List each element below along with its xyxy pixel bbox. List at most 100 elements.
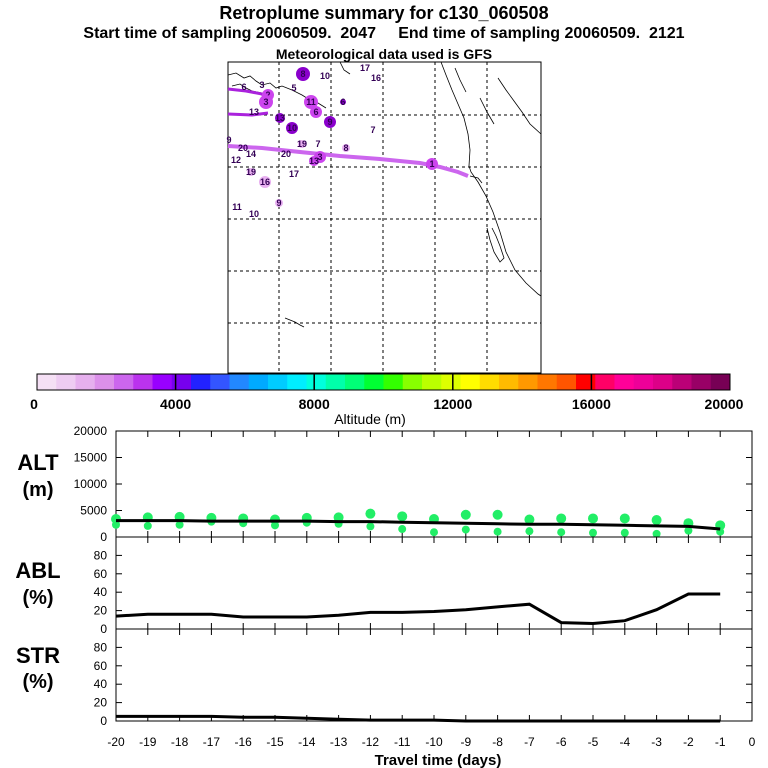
- alt-point-low: [271, 521, 279, 530]
- sampling-times: Start time of sampling 20060509. 2047 En…: [83, 25, 685, 42]
- series-line-abl: [115, 592, 721, 626]
- map-marker: [426, 158, 438, 170]
- map-marker-label: 19: [246, 167, 256, 177]
- x-tick-label: -14: [298, 735, 316, 749]
- map-marker-label: 20: [238, 143, 248, 153]
- colorbar-tick-label: 16000: [572, 396, 611, 412]
- y-tick-label: 15000: [74, 451, 108, 465]
- map-marker: [324, 116, 336, 128]
- trajectory-path-mid: [227, 111, 269, 117]
- x-tick-label: -10: [425, 735, 443, 749]
- colorbar-swatch: [595, 374, 615, 390]
- y-tick-label: 10000: [74, 477, 108, 491]
- alt-point-high: [397, 511, 408, 522]
- map-marker: [310, 106, 322, 118]
- alt-point-low: [525, 527, 534, 536]
- map-marker: [259, 176, 271, 188]
- map-marker-label: 10: [320, 71, 330, 81]
- colorbar-tick-label: 0: [30, 396, 38, 412]
- alt-point-low: [430, 528, 438, 537]
- map-marker: [275, 199, 283, 207]
- colorbar-swatch: [441, 374, 461, 390]
- altitude-colorbar: 0 4000 8000 12000 16000 20000: [30, 373, 744, 412]
- colorbar-swatch: [306, 374, 327, 390]
- map-marker: [275, 113, 285, 123]
- panel-abl: 0 20 40 60 80 ABL (%): [15, 536, 753, 636]
- map-marker-label: 13: [309, 156, 319, 166]
- colorbar-tick-label: 8000: [299, 396, 330, 412]
- map-gridlines: [228, 62, 541, 373]
- map-marker-label: 3: [263, 97, 268, 107]
- map-marker-label: 6: [340, 97, 345, 107]
- colorbar-swatch: [672, 374, 692, 390]
- colorbar-swatch: [710, 374, 731, 390]
- map-marker-label: 10: [249, 209, 259, 219]
- colorbar-frame: [36, 373, 731, 391]
- map-marker-label: 12: [231, 155, 241, 165]
- x-tick-label: -13: [330, 735, 348, 749]
- alt-point-low: [112, 520, 120, 529]
- x-tick-label: 0: [749, 735, 756, 749]
- map-marker-label: 11: [232, 202, 242, 212]
- colorbar-swatch: [402, 374, 423, 390]
- colorbar-swatch: [556, 374, 577, 390]
- colorbar-swatch: [460, 374, 481, 390]
- x-tick-label: -9: [460, 735, 471, 749]
- x-tick-label: -8: [492, 735, 503, 749]
- colorbar-label: Altitude (m): [334, 411, 406, 427]
- map-marker-label: 6: [241, 82, 246, 92]
- map-marker: [304, 95, 318, 109]
- colorbar-swatch: [633, 374, 654, 390]
- y-tick-label: 5000: [80, 504, 107, 518]
- colorbar-swatch: [499, 374, 519, 390]
- y-tick-label: 0: [100, 530, 107, 544]
- alt-point-low: [493, 527, 502, 536]
- panel-yunit: (%): [22, 671, 53, 693]
- y-tick-label: 60: [94, 659, 108, 673]
- time-series-panels: 0 5000 10000 15000 20000 ALT (m) 0 20 40 60 80 ABL (%…: [15, 424, 755, 749]
- colorbar-swatch: [152, 374, 173, 390]
- x-tick-label: -7: [524, 735, 535, 749]
- series-line-median-altitude: [116, 519, 721, 531]
- map-marker-label: 20: [281, 149, 291, 159]
- colorbar-tick-label: 12000: [433, 396, 472, 412]
- panel-ylabel: STR: [16, 643, 60, 668]
- colorbar-swatch: [37, 374, 57, 390]
- colorbar-swatch: [210, 374, 230, 390]
- y-tick-label: 40: [94, 677, 108, 691]
- y-tick-label: 40: [94, 585, 108, 599]
- panel-frame: [115, 628, 753, 722]
- alt-point-low: [175, 520, 184, 529]
- alt-point-high: [651, 515, 662, 526]
- map-marker: [247, 168, 255, 176]
- alt-point-low: [652, 529, 661, 538]
- map-marker: [342, 144, 350, 152]
- map-marker-label: 3: [317, 152, 322, 162]
- map-marker-label: 17: [289, 169, 299, 179]
- colorbar-swatch: [345, 374, 365, 390]
- colorbar-swatch: [614, 374, 635, 390]
- colorbar-tick-label: 20000: [705, 396, 744, 412]
- map-marker-label: 1: [429, 159, 434, 169]
- x-tick-label: -6: [556, 735, 567, 749]
- alt-point-low: [620, 528, 629, 537]
- map-marker-label: 7: [370, 125, 375, 135]
- y-tick-label: 60: [94, 567, 108, 581]
- map-marker-label: 13: [275, 113, 285, 123]
- y-tick-label: 20: [94, 604, 108, 618]
- x-tick-label: -15: [266, 735, 284, 749]
- x-tick-label: -12: [362, 735, 380, 749]
- colorbar-swatch: [171, 374, 192, 390]
- map-marker-label: 9: [226, 135, 231, 145]
- map-marker: [296, 67, 310, 81]
- y-tick-label: 80: [94, 640, 108, 654]
- map-marker-label: 16: [371, 73, 381, 83]
- map-marker: [286, 122, 298, 134]
- series-line-str: [116, 714, 721, 723]
- map-marker-label: 6: [313, 107, 318, 117]
- colorbar-swatch: [75, 374, 96, 390]
- colorbar-swatch: [94, 374, 115, 390]
